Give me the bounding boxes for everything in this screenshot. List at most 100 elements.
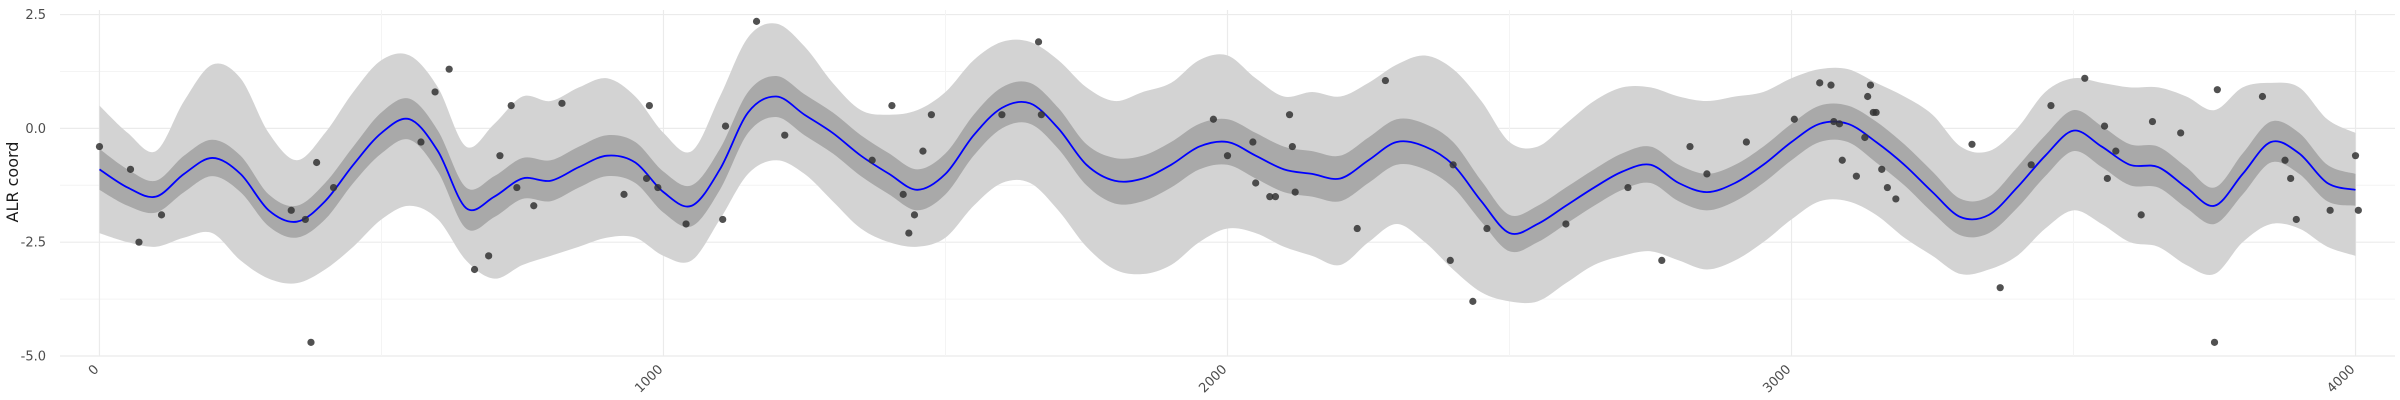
data-point bbox=[126, 165, 135, 173]
data-point bbox=[2292, 215, 2300, 224]
data-point bbox=[2137, 211, 2145, 219]
data-point bbox=[329, 183, 338, 192]
data-point bbox=[1249, 138, 1257, 146]
data-point bbox=[558, 99, 566, 107]
data-point bbox=[1830, 117, 1838, 126]
data-point bbox=[1223, 152, 1232, 160]
data-point bbox=[287, 206, 295, 214]
data-point bbox=[445, 65, 453, 73]
data-point bbox=[1892, 195, 1900, 203]
data-point bbox=[642, 174, 651, 183]
y-tick-label: -2.5 bbox=[21, 236, 46, 251]
data-point bbox=[2177, 129, 2185, 137]
data-point bbox=[2148, 117, 2157, 126]
data-point bbox=[1827, 81, 1835, 89]
data-point bbox=[1252, 179, 1260, 187]
data-point bbox=[752, 17, 761, 25]
data-point bbox=[1703, 170, 1711, 178]
observation-points bbox=[95, 17, 2362, 346]
mean-line bbox=[98, 95, 2356, 235]
data-point bbox=[1866, 81, 1875, 89]
data-point bbox=[470, 265, 479, 274]
data-point bbox=[513, 183, 521, 192]
data-point bbox=[1483, 224, 1491, 233]
data-point bbox=[2210, 338, 2219, 346]
data-point bbox=[2027, 161, 2035, 169]
data-point bbox=[1686, 142, 1694, 151]
data-point bbox=[2047, 102, 2055, 110]
data-point bbox=[2281, 156, 2289, 164]
data-point bbox=[1878, 165, 1886, 173]
y-axis-title: ALR coord bbox=[3, 142, 22, 223]
data-point bbox=[868, 156, 876, 164]
data-point bbox=[1790, 115, 1798, 123]
data-point bbox=[417, 138, 425, 146]
data-point bbox=[905, 229, 913, 237]
data-point bbox=[1381, 76, 1390, 85]
data-point bbox=[1838, 156, 1846, 164]
data-point bbox=[910, 211, 919, 219]
data-point bbox=[1291, 188, 1299, 196]
data-point bbox=[888, 102, 896, 110]
data-point bbox=[2354, 206, 2362, 214]
data-point bbox=[1742, 138, 1750, 146]
data-point bbox=[2213, 86, 2221, 94]
data-point bbox=[654, 183, 662, 192]
data-point bbox=[2258, 92, 2267, 101]
data-point bbox=[313, 158, 321, 167]
data-point bbox=[485, 252, 493, 260]
data-point bbox=[2103, 174, 2111, 183]
data-point bbox=[719, 215, 727, 224]
data-point bbox=[1285, 111, 1294, 119]
data-point bbox=[1861, 133, 1869, 142]
data-point bbox=[301, 215, 309, 224]
data-point bbox=[1271, 193, 1280, 201]
data-point bbox=[530, 202, 538, 210]
data-point bbox=[721, 122, 730, 130]
data-point bbox=[1209, 115, 1217, 123]
data-point bbox=[1034, 38, 1043, 46]
data-point bbox=[1996, 284, 2004, 292]
data-point bbox=[1288, 142, 1296, 151]
inner-confidence-band bbox=[99, 75, 2356, 253]
data-point bbox=[1037, 111, 1045, 119]
data-point bbox=[2351, 152, 2360, 160]
y-tick-label: -5.0 bbox=[21, 350, 46, 365]
y-tick-label: 0.0 bbox=[25, 122, 46, 137]
y-axis-tick-labels: 2.5 0.0 -2.5 -5.0 bbox=[21, 8, 46, 364]
data-point bbox=[1872, 108, 1880, 117]
data-point bbox=[927, 111, 935, 119]
data-point bbox=[1449, 161, 1457, 169]
data-point bbox=[1266, 193, 1274, 201]
data-point bbox=[1864, 92, 1872, 101]
data-point bbox=[1624, 183, 1632, 192]
data-point bbox=[1469, 297, 1477, 305]
data-point bbox=[135, 238, 143, 246]
data-point bbox=[1353, 224, 1361, 233]
data-point bbox=[919, 147, 927, 155]
data-point bbox=[1852, 172, 1860, 180]
data-point bbox=[2326, 206, 2334, 214]
data-point bbox=[507, 102, 515, 110]
inner-band-area bbox=[99, 75, 2356, 253]
data-point bbox=[1816, 79, 1824, 87]
data-point bbox=[2100, 122, 2109, 130]
data-point bbox=[1883, 183, 1891, 192]
data-point bbox=[496, 152, 504, 160]
data-point bbox=[1658, 256, 1666, 264]
data-point bbox=[95, 142, 104, 151]
data-point bbox=[157, 211, 166, 219]
data-point bbox=[307, 338, 315, 346]
data-point bbox=[2112, 147, 2120, 155]
data-point bbox=[645, 102, 653, 110]
data-point bbox=[781, 131, 789, 139]
data-point bbox=[682, 220, 690, 228]
mean-line-path bbox=[98, 95, 2356, 235]
data-point bbox=[1562, 220, 1570, 228]
data-point bbox=[1835, 120, 1844, 128]
data-point bbox=[431, 88, 439, 96]
data-point bbox=[1446, 256, 1454, 264]
data-point bbox=[1968, 140, 1976, 148]
data-point bbox=[998, 111, 1006, 119]
